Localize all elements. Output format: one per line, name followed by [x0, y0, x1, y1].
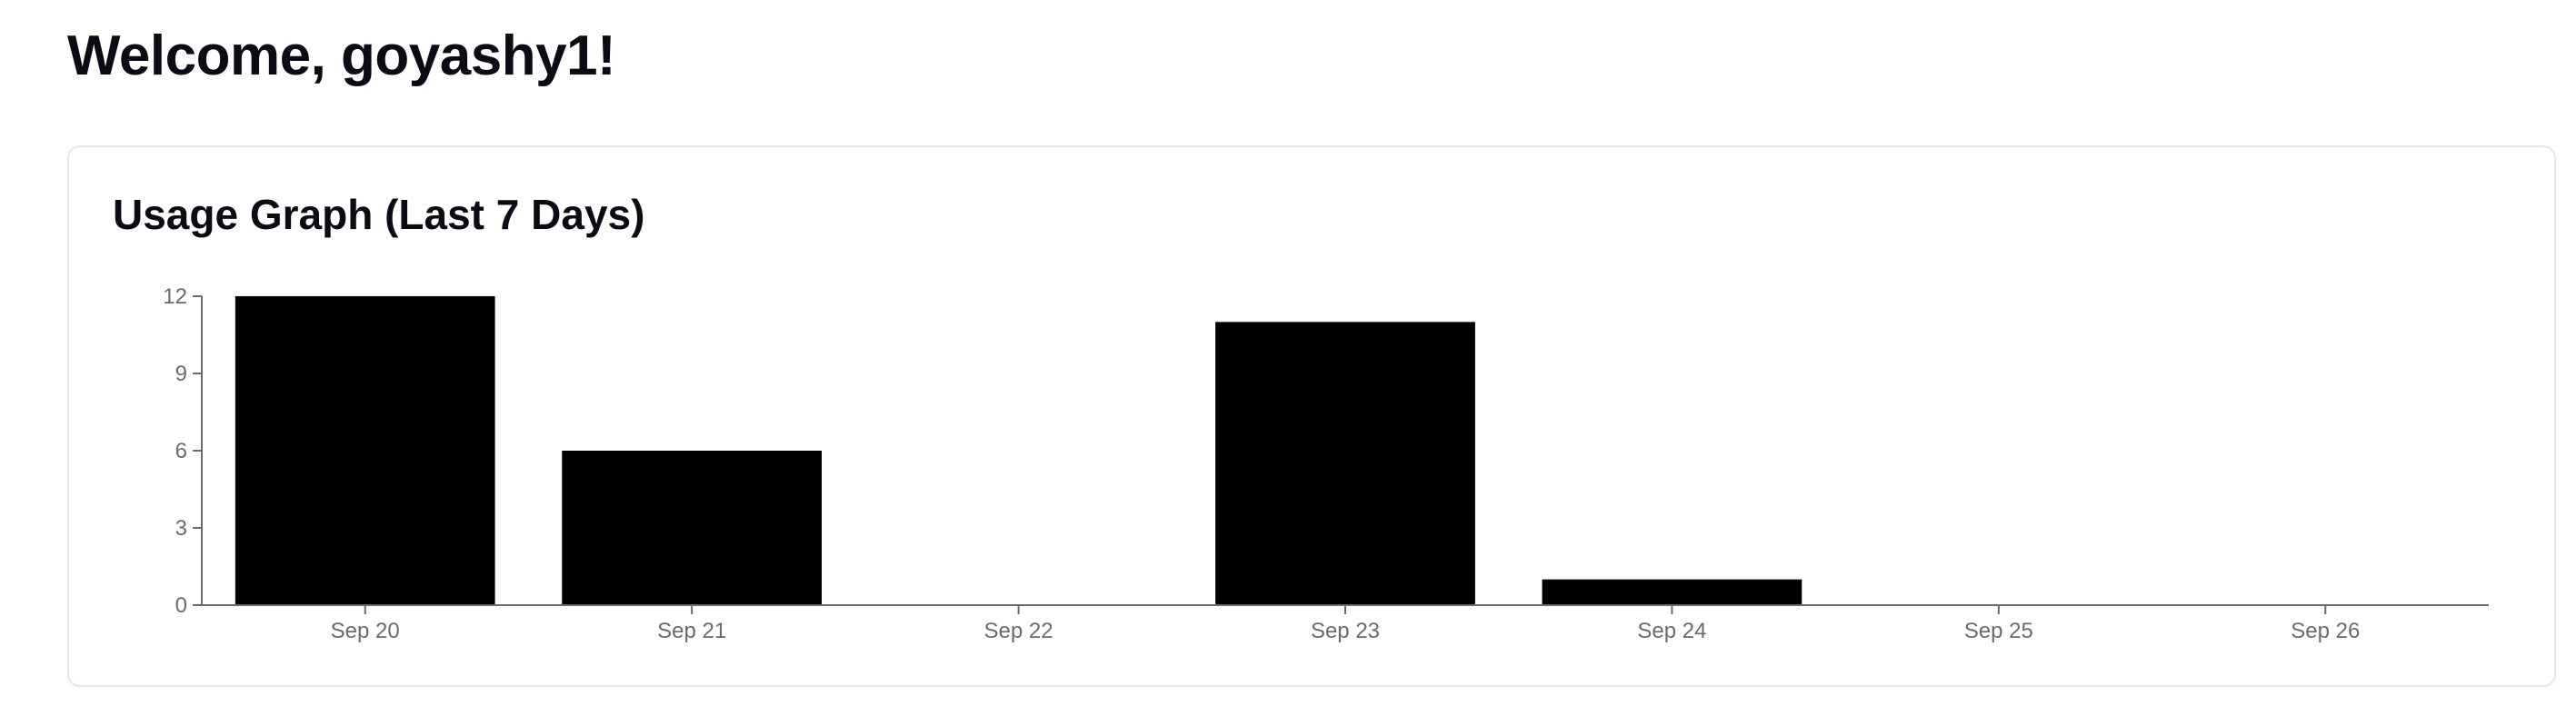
y-tick-label: 9	[175, 362, 187, 386]
bar-sep-23	[1215, 322, 1475, 605]
x-tick-label: Sep 24	[1637, 619, 1706, 643]
usage-graph-title: Usage Graph (Last 7 Days)	[113, 191, 645, 238]
bar-sep-21	[562, 451, 823, 605]
x-tick-label: Sep 26	[2291, 619, 2360, 643]
x-tick-label: Sep 25	[1964, 619, 2033, 643]
x-tick-label: Sep 20	[331, 619, 400, 643]
welcome-heading: Welcome, goyashy1!	[67, 25, 616, 87]
x-tick-label: Sep 21	[657, 619, 726, 643]
y-tick-label: 0	[175, 593, 187, 618]
x-tick-label: Sep 23	[1311, 619, 1380, 643]
bar-sep-24	[1542, 579, 1802, 605]
bar-sep-20	[235, 296, 495, 605]
x-tick-label: Sep 22	[984, 619, 1053, 643]
y-tick-label: 12	[163, 284, 187, 309]
y-tick-label: 6	[175, 439, 187, 463]
y-tick-label: 3	[175, 516, 187, 541]
